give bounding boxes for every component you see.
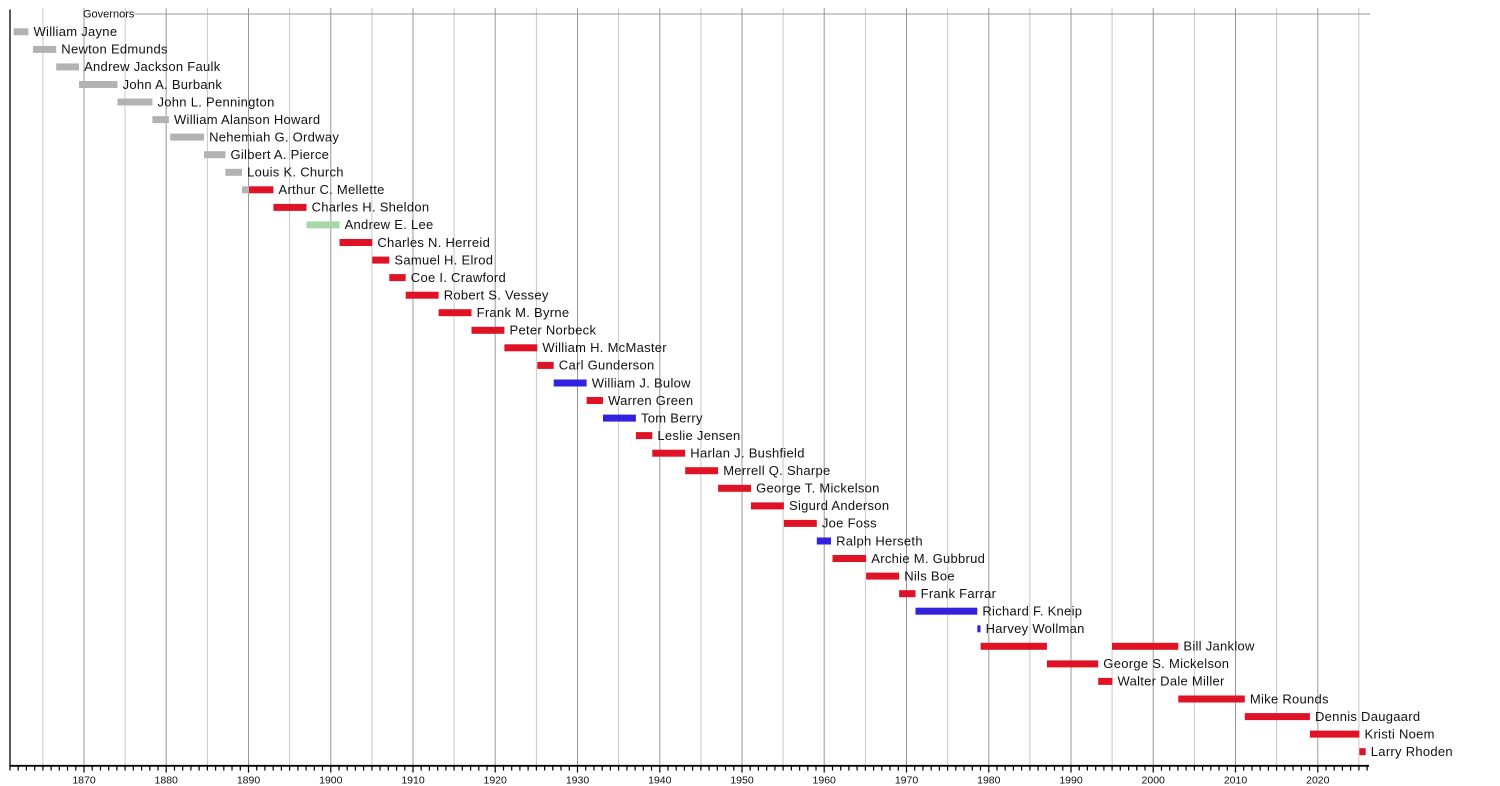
svg-text:Kristi Noem: Kristi Noem xyxy=(1365,726,1435,741)
svg-text:Walter Dale Miller: Walter Dale Miller xyxy=(1118,674,1226,689)
svg-text:Samuel H. Elrod: Samuel H. Elrod xyxy=(394,252,493,267)
svg-text:Joe Foss: Joe Foss xyxy=(822,516,877,531)
svg-text:Andrew E. Lee: Andrew E. Lee xyxy=(345,217,434,232)
svg-text:Arthur C. Mellette: Arthur C. Mellette xyxy=(279,182,385,197)
svg-text:Sigurd Anderson: Sigurd Anderson xyxy=(789,498,889,513)
svg-text:Bill Janklow: Bill Janklow xyxy=(1183,639,1255,654)
svg-text:George S. Mickelson: George S. Mickelson xyxy=(1103,656,1229,671)
svg-text:Dennis Daugaard: Dennis Daugaard xyxy=(1315,709,1420,724)
svg-text:Larry Rhoden: Larry Rhoden xyxy=(1371,744,1453,759)
svg-text:Coe I. Crawford: Coe I. Crawford xyxy=(411,270,506,285)
svg-text:Harlan J. Bushfield: Harlan J. Bushfield xyxy=(690,446,804,461)
svg-text:1980: 1980 xyxy=(977,775,1001,786)
svg-text:William H. McMaster: William H. McMaster xyxy=(542,340,667,355)
svg-text:John L. Pennington: John L. Pennington xyxy=(158,94,275,109)
svg-text:George T. Mickelson: George T. Mickelson xyxy=(756,481,880,496)
svg-text:Harvey Wollman: Harvey Wollman xyxy=(986,621,1085,636)
svg-text:Peter Norbeck: Peter Norbeck xyxy=(510,323,597,338)
svg-text:1990: 1990 xyxy=(1059,775,1083,786)
svg-text:2010: 2010 xyxy=(1224,775,1248,786)
svg-text:Merrell Q. Sharpe: Merrell Q. Sharpe xyxy=(723,463,830,478)
svg-text:Ralph Herseth: Ralph Herseth xyxy=(836,533,923,548)
svg-text:Charles N. Herreid: Charles N. Herreid xyxy=(377,235,490,250)
svg-text:2000: 2000 xyxy=(1142,775,1166,786)
svg-text:Leslie Jensen: Leslie Jensen xyxy=(657,428,740,443)
svg-text:1920: 1920 xyxy=(484,775,508,786)
svg-text:1890: 1890 xyxy=(237,775,261,786)
svg-text:Charles H. Sheldon: Charles H. Sheldon xyxy=(312,200,430,215)
svg-text:1870: 1870 xyxy=(72,775,96,786)
svg-text:2020: 2020 xyxy=(1306,775,1330,786)
svg-text:Frank Farrar: Frank Farrar xyxy=(921,586,997,601)
svg-text:1930: 1930 xyxy=(566,775,590,786)
svg-text:1880: 1880 xyxy=(155,775,179,786)
svg-text:Louis K. Church: Louis K. Church xyxy=(247,165,344,180)
svg-text:1950: 1950 xyxy=(730,775,754,786)
svg-text:Nils Boe: Nils Boe xyxy=(904,568,955,583)
svg-text:Tom Berry: Tom Berry xyxy=(641,410,703,425)
svg-text:William Alanson Howard: William Alanson Howard xyxy=(174,112,320,127)
svg-text:Archie M. Gubbrud: Archie M. Gubbrud xyxy=(871,551,985,566)
svg-text:John A. Burbank: John A. Burbank xyxy=(123,77,223,92)
svg-text:Nehemiah G. Ordway: Nehemiah G. Ordway xyxy=(209,129,339,144)
svg-text:Carl Gunderson: Carl Gunderson xyxy=(559,358,655,373)
svg-text:1900: 1900 xyxy=(319,775,343,786)
svg-text:Warren Green: Warren Green xyxy=(608,393,693,408)
svg-text:1970: 1970 xyxy=(895,775,919,786)
svg-text:Newton Edmunds: Newton Edmunds xyxy=(61,42,168,57)
svg-text:1910: 1910 xyxy=(401,775,425,786)
svg-text:Frank M. Byrne: Frank M. Byrne xyxy=(477,305,570,320)
svg-text:Andrew Jackson Faulk: Andrew Jackson Faulk xyxy=(84,59,221,74)
svg-text:William J. Bulow: William J. Bulow xyxy=(592,375,691,390)
svg-text:William Jayne: William Jayne xyxy=(34,24,118,39)
svg-text:1940: 1940 xyxy=(648,775,672,786)
svg-text:Gilbert A. Pierce: Gilbert A. Pierce xyxy=(231,147,330,162)
svg-text:Robert S. Vessey: Robert S. Vessey xyxy=(444,288,549,303)
svg-text:Mike Rounds: Mike Rounds xyxy=(1250,691,1329,706)
svg-text:Governors: Governors xyxy=(83,9,135,21)
svg-text:1960: 1960 xyxy=(813,775,837,786)
svg-text:Richard F. Kneip: Richard F. Kneip xyxy=(982,604,1082,619)
